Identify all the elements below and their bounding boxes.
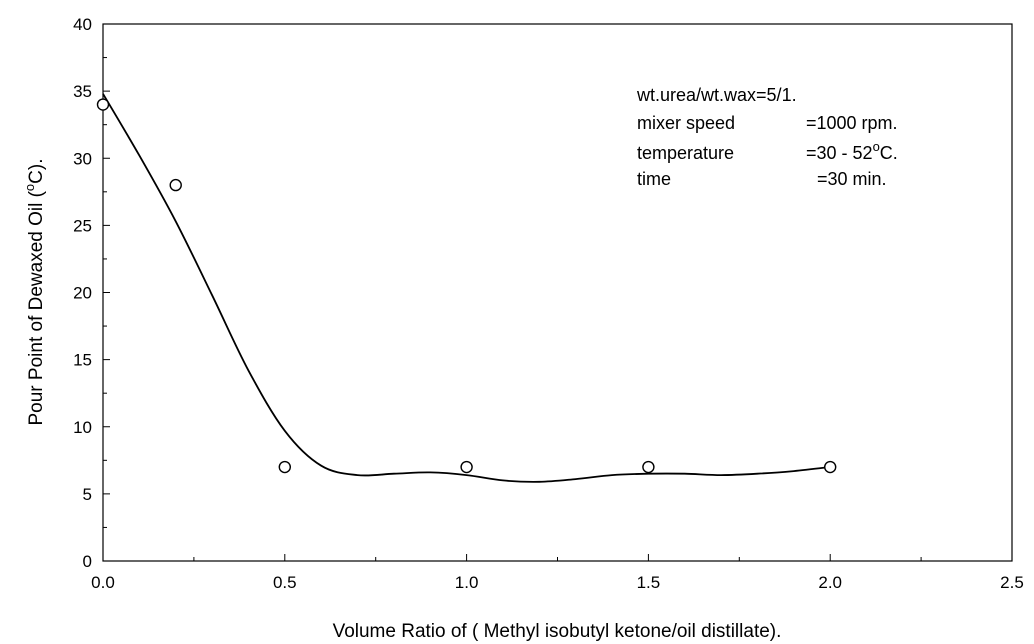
- data-point: [460, 460, 473, 474]
- y-tick-label: 10: [73, 418, 92, 437]
- annotation-time-value: =30 min.: [817, 169, 887, 189]
- x-tick-label: 1.0: [455, 573, 479, 592]
- y-tick-label: 35: [73, 82, 92, 101]
- data-point: [642, 460, 655, 474]
- x-tick-label: 2.0: [818, 573, 842, 592]
- annotation-mixer-label: mixer speed: [637, 113, 735, 133]
- annotation-temperature-value: =30 - 52oC.: [806, 139, 898, 163]
- annotation-temperature-degree: o: [873, 139, 880, 154]
- data-point: [278, 460, 291, 474]
- x-tick-label: 2.5: [1000, 573, 1024, 592]
- annotation-time-label: time: [637, 169, 671, 189]
- y-axis-label-degree: o: [22, 184, 37, 191]
- x-tick-label: 1.5: [637, 573, 661, 592]
- annotation-temperature-label: temperature: [637, 143, 734, 163]
- y-axis-label-part-1: Pour Point of Dewaxed Oil (: [26, 190, 47, 425]
- y-tick-label: 25: [73, 216, 92, 235]
- annotation-temperature-range: =30 - 52: [806, 143, 873, 163]
- y-tick-label: 30: [73, 149, 92, 168]
- data-point: [96, 98, 110, 111]
- y-tick-label: 20: [73, 284, 92, 303]
- data-point: [169, 178, 182, 192]
- data-points-layer: [96, 98, 837, 474]
- fit-curve: [102, 93, 831, 483]
- y-axis-label-part-2: C).: [26, 158, 47, 183]
- annotation-mixer-value: =1000 rpm.: [806, 113, 898, 133]
- annotation-temperature-unit: C.: [880, 143, 898, 163]
- data-point: [824, 460, 837, 474]
- y-tick-label: 5: [83, 485, 92, 504]
- x-axis-label: Volume Ratio of ( Methyl isobutyl ketone…: [333, 621, 782, 642]
- y-tick-label: 0: [83, 552, 92, 571]
- y-tick-label: 40: [73, 15, 92, 34]
- fit-curve-layer: [102, 93, 831, 483]
- conditions-annotation: wt.urea/wt.wax=5/1. mixer speed =1000 rp…: [636, 85, 898, 189]
- x-tick-label: 0.0: [91, 573, 115, 592]
- y-tick-label: 15: [73, 351, 92, 370]
- y-axis-label: Pour Point of Dewaxed Oil (oC).: [22, 158, 47, 425]
- tick-group: 0.0 0.5 1.0 1.5 2.0 2.5 0 5 10 15 20 25 30 35 40: [73, 15, 1024, 592]
- annotation-line-1: wt.urea/wt.wax=5/1.: [636, 85, 797, 105]
- x-tick-label: 0.5: [273, 573, 297, 592]
